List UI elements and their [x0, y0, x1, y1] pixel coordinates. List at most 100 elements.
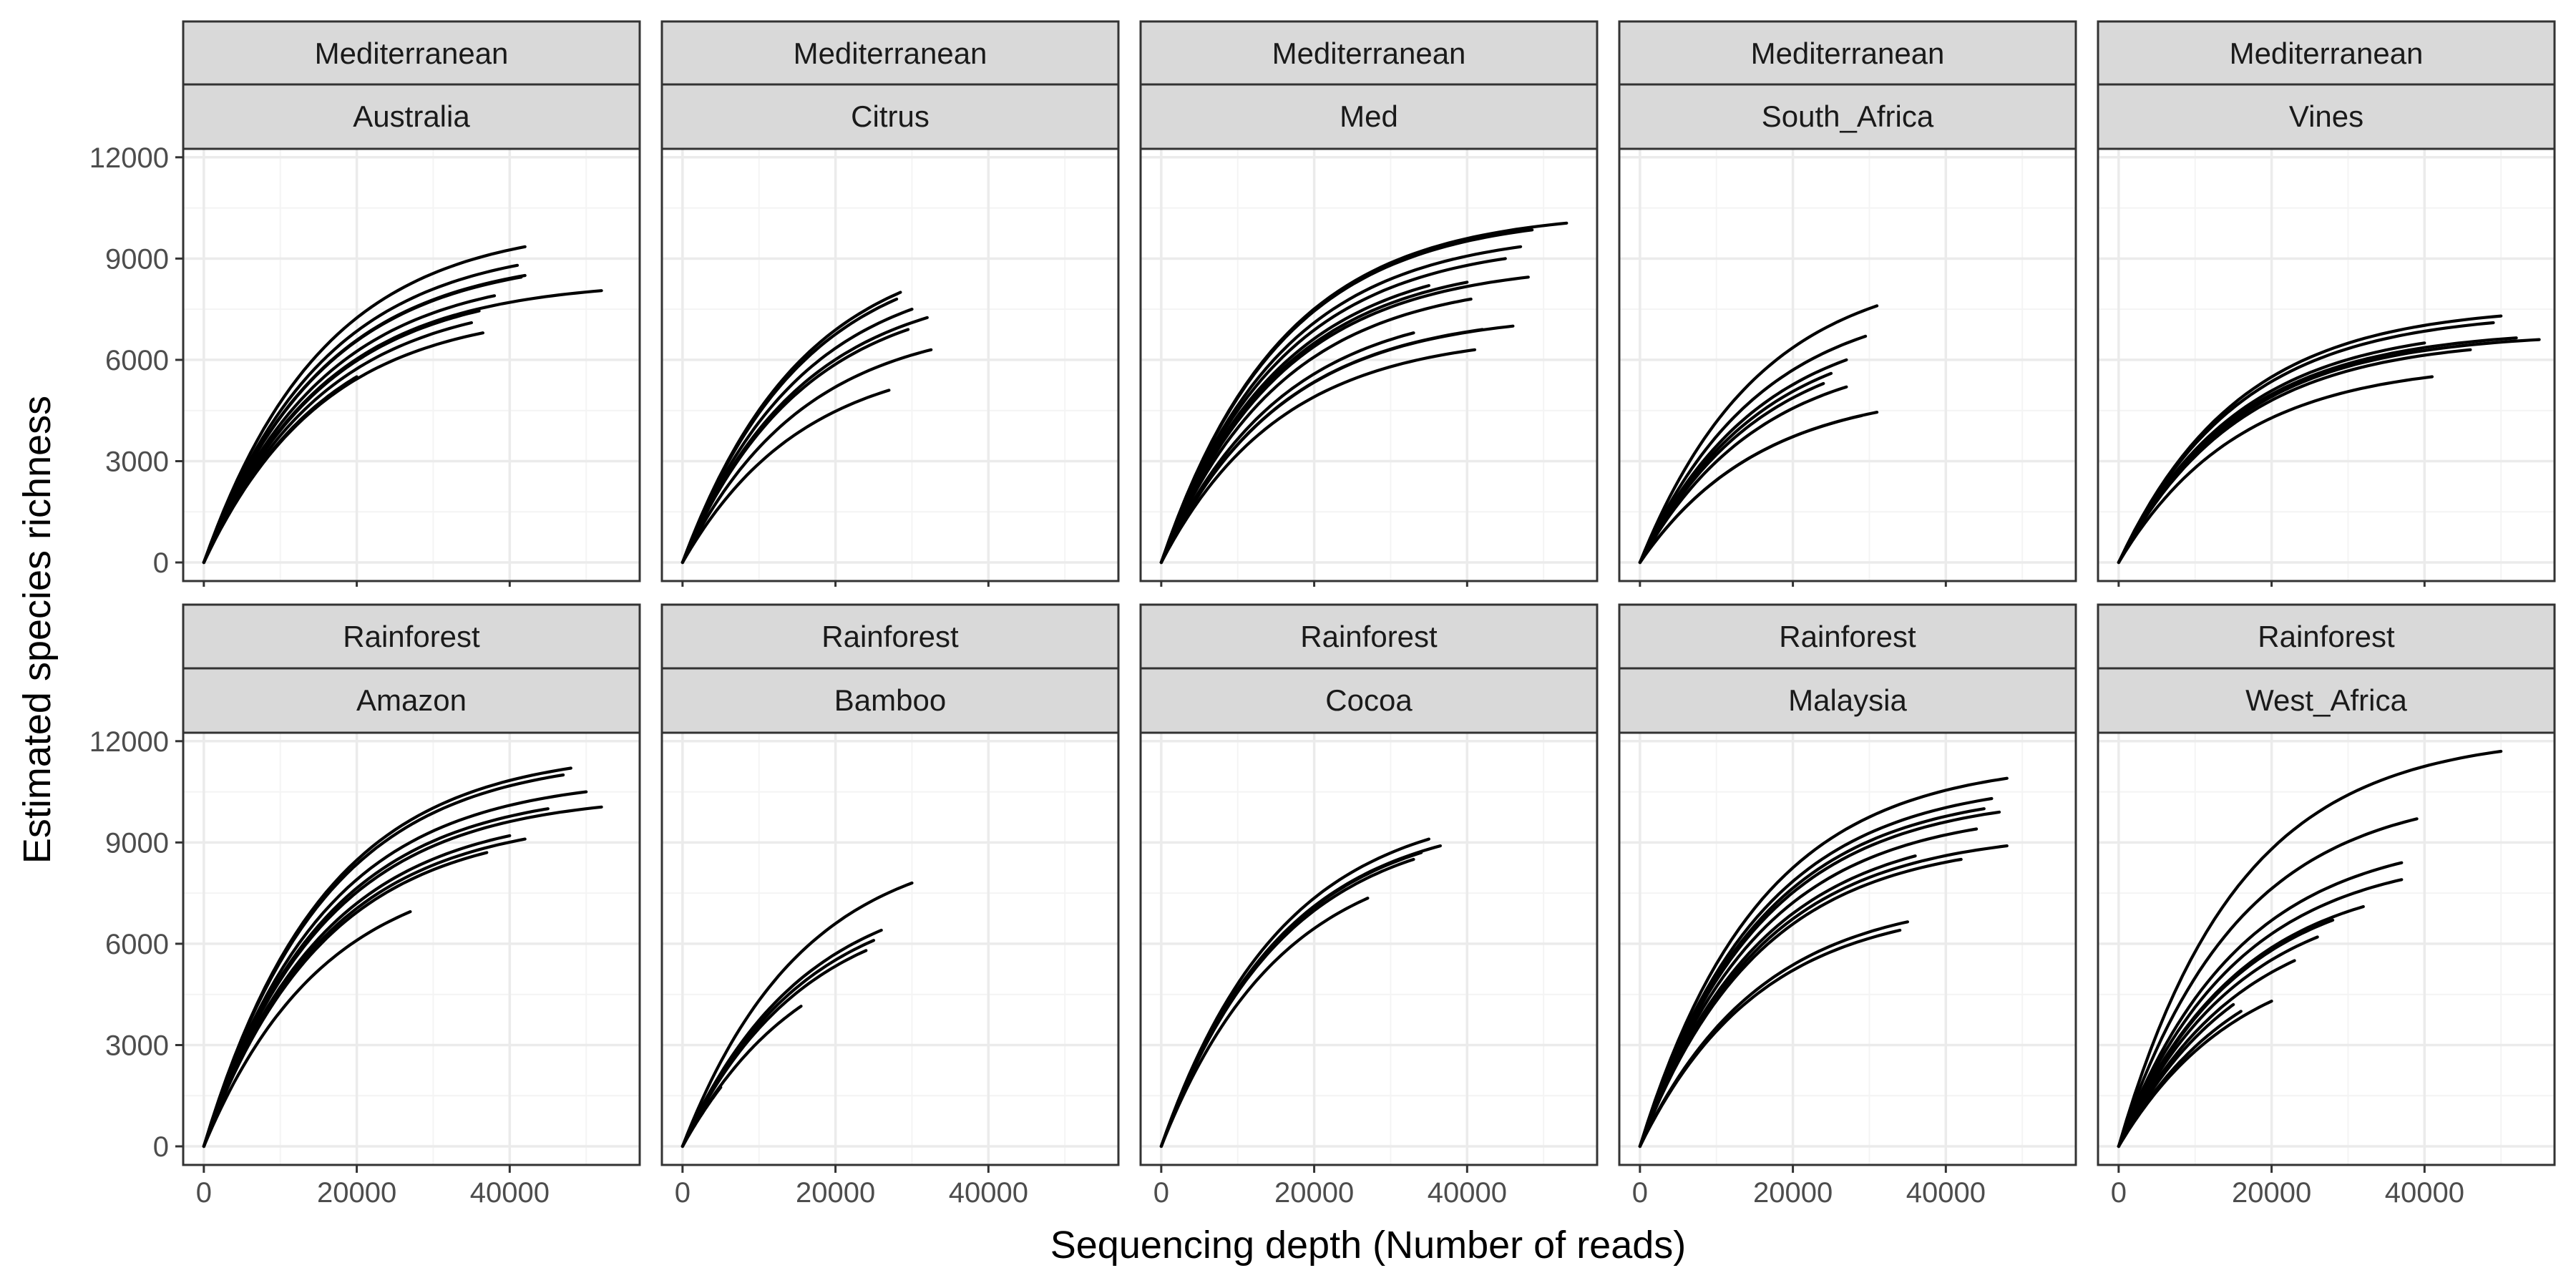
- y-tick-label: 6000: [105, 929, 169, 960]
- series-line-4: [1159, 257, 1507, 565]
- strip-group-label: Rainforest: [2258, 620, 2395, 653]
- series-line-3: [680, 308, 914, 565]
- strip-group-label: Mediterranean: [315, 36, 509, 70]
- series-line-7: [2117, 348, 2472, 565]
- facet-panel-amazon: Rainforest Amazon 0 20000 40000 0 3000 6000 9000…: [89, 603, 641, 1209]
- series-line-7: [1638, 857, 1963, 1148]
- series-line-2: [202, 773, 565, 1148]
- strip-site-label: Citrus: [851, 99, 930, 133]
- x-tick-label: 20000: [1753, 1177, 1833, 1209]
- y-axis-title: Estimated species richness: [16, 396, 59, 864]
- series-line-1: [202, 245, 527, 565]
- facet-panel-malaysia: Rainforest Malaysia 0 20000 40000: [1618, 603, 2077, 1209]
- strip-site-label: Vines: [2289, 99, 2363, 133]
- x-tick-label: 40000: [470, 1177, 550, 1209]
- strip-group: [1618, 603, 2077, 670]
- series-line-6: [2117, 375, 2434, 565]
- series-line-1: [1159, 837, 1430, 1148]
- series-line-4: [1159, 857, 1415, 1148]
- series-line-6: [680, 1085, 723, 1148]
- strip-group: [660, 20, 1120, 87]
- strip-group: [1139, 20, 1599, 87]
- y-tick-label: 3000: [105, 1030, 169, 1061]
- panel-border: [182, 147, 641, 582]
- facet-panel-bamboo: Rainforest Bamboo 0 20000 40000: [660, 603, 1120, 1209]
- strip-group-label: Rainforest: [1300, 620, 1438, 653]
- strip-site: [2097, 83, 2556, 150]
- panel-background: [1619, 149, 2076, 581]
- strip-site-label: Australia: [353, 99, 470, 133]
- y-tick-label: 6000: [105, 345, 169, 376]
- series-line-1: [2117, 314, 2503, 565]
- series-line-5: [1638, 827, 1979, 1148]
- strip-site: [182, 83, 641, 150]
- series-line-10: [2117, 1010, 2243, 1148]
- series-line-3: [1159, 245, 1523, 565]
- y-tick-label: 9000: [105, 243, 169, 275]
- strip-site: [1139, 667, 1599, 734]
- strip-group-label: Mediterranean: [1751, 36, 1945, 70]
- y-tick-label: 0: [153, 1131, 169, 1163]
- series-line-6: [1638, 385, 1848, 565]
- x-tick-label: 20000: [796, 1177, 875, 1209]
- strip-group-label: Mediterranean: [794, 36, 987, 70]
- series-line-4: [680, 949, 868, 1148]
- series-line-2: [1159, 228, 1534, 565]
- x-tick-label: 0: [2111, 1177, 2127, 1209]
- series-line-4: [2117, 338, 2541, 565]
- panel-border: [2097, 731, 2556, 1166]
- series-line-8: [1159, 297, 1473, 565]
- series-line-1: [2117, 749, 2503, 1148]
- strip-site: [2097, 667, 2556, 734]
- strip-group: [1618, 20, 2077, 87]
- series-line-4: [202, 275, 523, 565]
- panel-border: [1139, 731, 1599, 1166]
- strip-site-label: Cocoa: [1325, 683, 1413, 717]
- series-line-11: [2117, 1002, 2235, 1148]
- strip-site-label: Bamboo: [834, 683, 946, 717]
- series-line-10: [202, 375, 358, 565]
- strip-group-label: Rainforest: [343, 620, 480, 653]
- series-line-1: [1638, 776, 2009, 1148]
- x-tick-label: 0: [675, 1177, 691, 1209]
- x-tick-label: 40000: [949, 1177, 1028, 1209]
- facet-panel-med: Mediterranean Med: [1139, 20, 1599, 587]
- x-tick-label: 20000: [2232, 1177, 2311, 1209]
- series-line-1: [1638, 304, 1879, 565]
- facet-panel-cocoa: Rainforest Cocoa 0 20000 40000: [1139, 603, 1599, 1209]
- panel-background: [183, 149, 640, 581]
- series-line-7: [202, 321, 473, 565]
- facet-panels: Mediterranean Australia 0 3000 6000 9000 12000…: [89, 20, 2556, 1209]
- panel-border: [660, 731, 1120, 1166]
- series-line-2: [2117, 817, 2419, 1148]
- series-line-2: [680, 297, 899, 565]
- x-tick-label: 40000: [1428, 1177, 1507, 1209]
- panel-background: [662, 733, 1118, 1165]
- series-line-5: [2117, 341, 2426, 565]
- panel-background: [1141, 149, 1597, 581]
- panel-border: [1618, 147, 2077, 582]
- series-line-2: [202, 263, 519, 565]
- facet-panel-south-africa: Mediterranean South_Africa: [1618, 20, 2077, 587]
- strip-group: [182, 20, 641, 87]
- x-tick-label: 20000: [1274, 1177, 1354, 1209]
- series-line-5: [202, 807, 550, 1148]
- series-line-3: [202, 790, 588, 1148]
- series-line-9: [202, 910, 412, 1148]
- panel-border: [1139, 147, 1599, 582]
- panel-background: [662, 149, 1118, 581]
- series-line-5: [202, 294, 497, 565]
- series-line-6: [2117, 918, 2335, 1148]
- series-line-3: [2117, 861, 2404, 1148]
- strip-site: [1139, 83, 1599, 150]
- x-tick-label: 40000: [2385, 1177, 2464, 1209]
- panel-background: [1619, 733, 2076, 1165]
- series-line-5: [1638, 381, 1825, 565]
- series-line-5: [680, 328, 910, 565]
- panel-border: [182, 731, 641, 1166]
- series-line-1: [680, 881, 914, 1148]
- y-tick-label: 12000: [89, 726, 169, 758]
- strip-site-label: Malaysia: [1788, 683, 1907, 717]
- strip-site: [660, 83, 1120, 150]
